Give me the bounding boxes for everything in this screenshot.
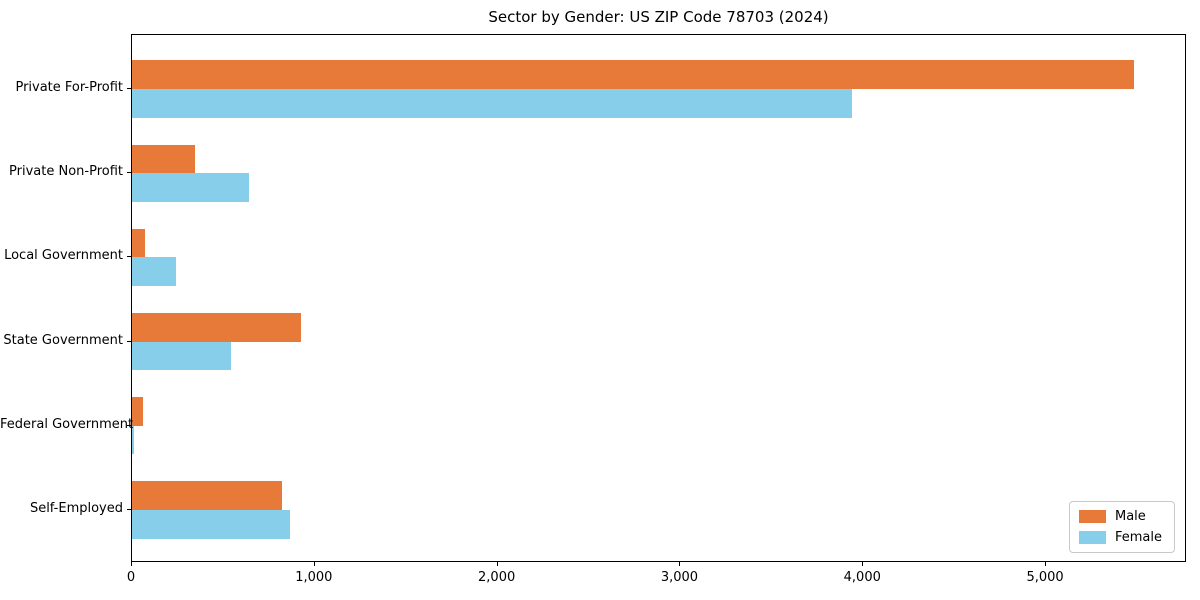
legend: Male Female — [1068, 501, 1175, 553]
chart-title: Sector by Gender: US ZIP Code 78703 (202… — [488, 8, 829, 26]
x-tick-label: 3,000 — [660, 570, 699, 585]
legend-label: Female — [1114, 530, 1162, 545]
x-tick-label: 2,000 — [478, 570, 516, 585]
y-tick-mark — [127, 88, 131, 89]
legend-label: Male — [1114, 509, 1146, 524]
x-tick-label: 4,000 — [843, 570, 881, 585]
x-tick-mark — [496, 562, 498, 566]
y-tick-mark — [127, 256, 131, 258]
bar-female-state-government — [132, 341, 231, 371]
y-tick-mark — [127, 340, 131, 342]
plot-area: Male Female — [131, 34, 1186, 562]
y-tick-mark — [127, 172, 131, 174]
x-tick-label: 0 — [126, 570, 136, 585]
y-tick-label: State Government — [3, 332, 123, 348]
bar-male-federal-government — [132, 397, 144, 426]
y-tick-label: Private For-Profit — [15, 80, 123, 95]
x-tick-mark — [862, 562, 864, 566]
bar-male-private-for-profit — [132, 60, 1134, 89]
x-tick-label: 5,000 — [1026, 570, 1064, 585]
y-tick-label: Private Non-Profit — [9, 164, 123, 180]
x-tick-mark — [1045, 562, 1047, 566]
legend-swatch-female — [1078, 531, 1106, 544]
legend-entry-female: Female — [1078, 530, 1162, 545]
legend-swatch-male — [1078, 510, 1106, 523]
bar-male-self-employed — [132, 481, 282, 510]
bar-female-private-non-profit — [132, 173, 249, 202]
bar-female-self-employed — [132, 510, 291, 539]
y-tick-mark — [127, 424, 131, 426]
y-tick-label: Federal Government — [0, 416, 134, 432]
bar-male-private-non-profit — [132, 144, 196, 174]
legend-entry-male: Male — [1078, 509, 1162, 524]
bar-female-private-for-profit — [132, 89, 853, 118]
x-tick-label: 1,000 — [295, 570, 333, 585]
y-tick-mark — [127, 509, 131, 510]
x-tick-mark — [679, 562, 681, 566]
x-tick-mark — [313, 562, 315, 566]
x-tick-mark — [131, 562, 132, 566]
y-tick-label: Local Government — [4, 248, 123, 264]
bar-female-federal-government — [132, 425, 135, 455]
bar-male-state-government — [132, 312, 301, 342]
bar-male-local-government — [132, 228, 146, 258]
bar-female-local-government — [132, 257, 177, 287]
y-tick-label: Self-Employed — [29, 501, 123, 516]
